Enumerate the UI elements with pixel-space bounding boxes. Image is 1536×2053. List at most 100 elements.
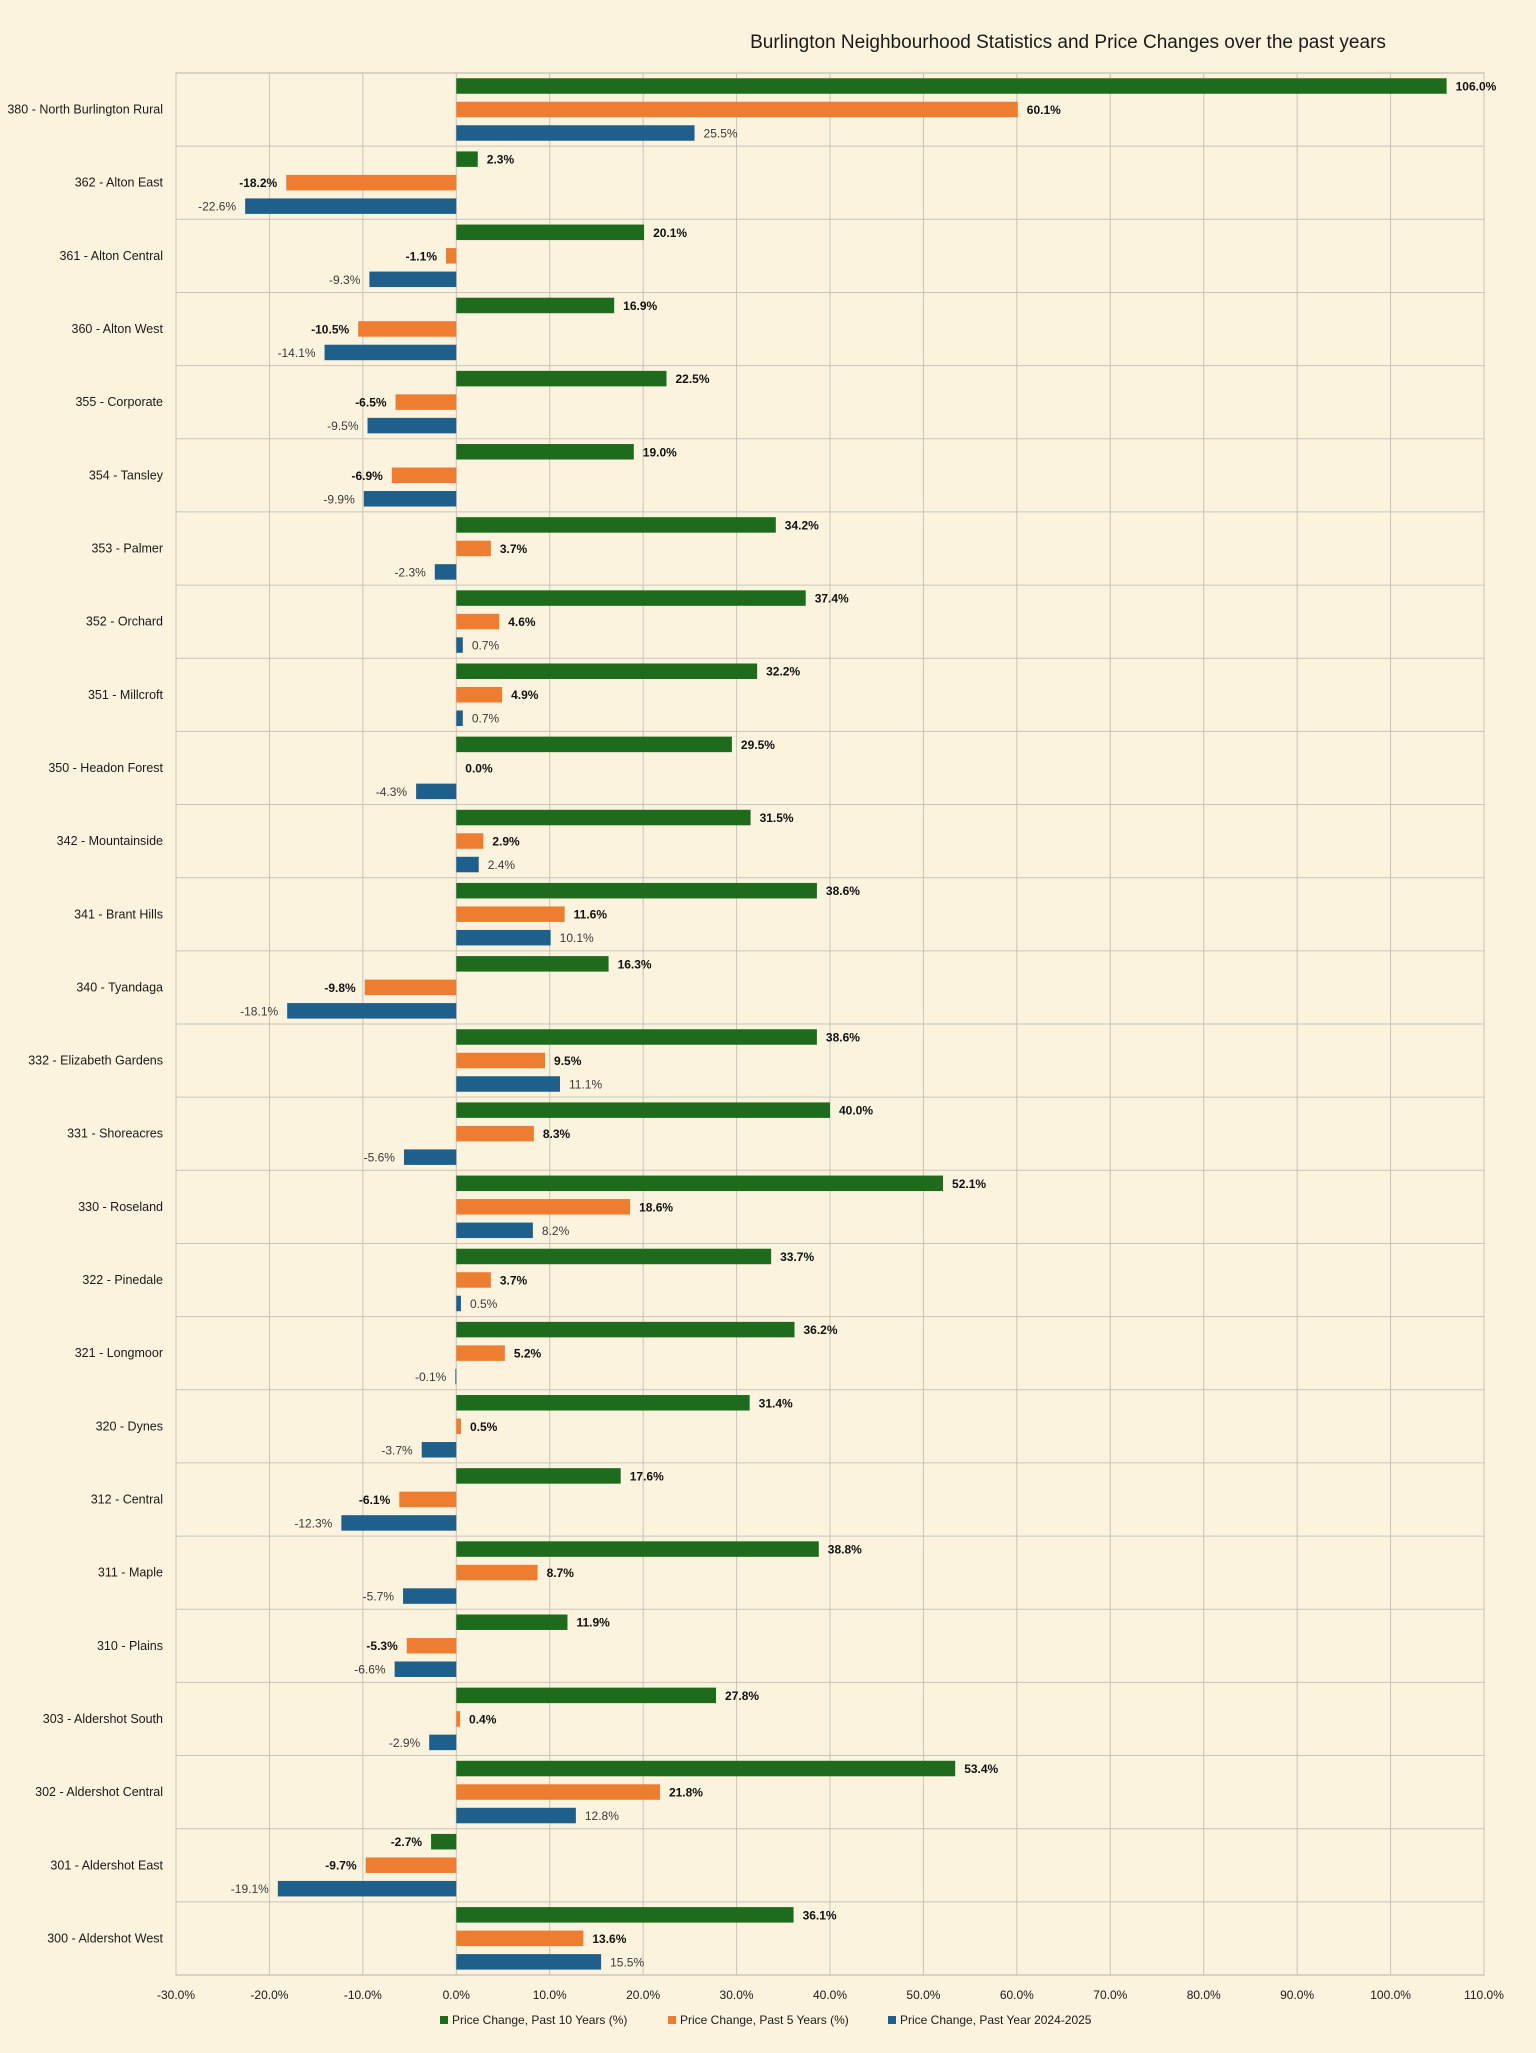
- legend-label: Price Change, Past Year 2024-2025: [900, 2013, 1092, 2027]
- data-label: 0.7%: [472, 712, 500, 726]
- data-label: -3.7%: [381, 1443, 413, 1457]
- category-label: 352 - Orchard: [86, 615, 163, 629]
- bar: [456, 1954, 602, 1970]
- category-label: 302 - Aldershot Central: [35, 1785, 163, 1799]
- bar: [456, 1614, 568, 1630]
- chart-title: Burlington Neighbourhood Statistics and …: [750, 32, 1386, 53]
- data-label: -2.7%: [391, 1835, 423, 1849]
- data-label: 31.5%: [760, 811, 794, 825]
- bar: [456, 663, 758, 679]
- data-label: -2.9%: [389, 1736, 421, 1750]
- bar: [391, 467, 457, 484]
- data-label: 11.1%: [569, 1078, 602, 1092]
- bar: [456, 1541, 819, 1557]
- data-label: 4.6%: [508, 615, 536, 629]
- category-label: 312 - Central: [91, 1493, 163, 1507]
- bar: [456, 1052, 546, 1069]
- data-label: 33.7%: [780, 1250, 814, 1264]
- bar: [456, 686, 503, 703]
- data-label: 8.2%: [542, 1224, 570, 1238]
- bar: [364, 979, 457, 996]
- bar: [277, 1880, 457, 1897]
- data-label: 8.7%: [547, 1566, 575, 1580]
- bar: [456, 78, 1447, 94]
- data-label: -6.6%: [354, 1663, 386, 1677]
- bar: [456, 1125, 534, 1142]
- category-label: 340 - Tyandaga: [76, 980, 163, 994]
- data-label: -9.9%: [323, 492, 355, 506]
- data-label: 106.0%: [1456, 80, 1497, 94]
- bar: [456, 906, 565, 922]
- bar: [456, 1395, 750, 1411]
- legend-label: Price Change, Past 10 Years (%): [452, 2013, 627, 2027]
- data-label: 60.1%: [1027, 103, 1061, 117]
- bar: [456, 1029, 817, 1045]
- data-label: -19.1%: [231, 1882, 269, 1896]
- data-label: -9.7%: [325, 1859, 357, 1873]
- category-label: 362 - Alton East: [75, 176, 164, 190]
- x-tick-label: 70.0%: [1093, 1988, 1127, 2002]
- category-label: 350 - Headon Forest: [48, 761, 163, 775]
- bar: [341, 1515, 457, 1531]
- category-label: 310 - Plains: [97, 1639, 163, 1653]
- data-label: -1.1%: [406, 249, 438, 263]
- data-label: 40.0%: [839, 1104, 873, 1118]
- data-label: 11.9%: [576, 1616, 610, 1630]
- x-tick-label: -30.0%: [157, 1988, 195, 2002]
- legend-swatch: [668, 2016, 676, 2024]
- x-tick-label: 100.0%: [1370, 1988, 1411, 2002]
- bar: [456, 1784, 660, 1800]
- bar: [456, 517, 776, 533]
- bar: [287, 1003, 457, 1019]
- bar: [456, 710, 463, 726]
- data-label: 21.8%: [669, 1786, 703, 1800]
- bar: [456, 1102, 830, 1118]
- bar: [456, 1345, 505, 1361]
- bar: [456, 101, 1018, 118]
- bar: [456, 1272, 491, 1288]
- data-label: 0.5%: [470, 1420, 498, 1434]
- data-label: 38.8%: [828, 1543, 862, 1557]
- bar: [456, 224, 645, 241]
- data-label: -6.1%: [359, 1493, 391, 1507]
- bar: [358, 321, 457, 337]
- data-label: 2.3%: [487, 153, 515, 167]
- bar: [456, 540, 491, 557]
- bar: [456, 856, 479, 873]
- data-label: -10.5%: [311, 322, 349, 336]
- bar: [403, 1588, 457, 1604]
- bar: [456, 1076, 560, 1092]
- bar: [434, 564, 457, 580]
- bar: [456, 637, 463, 653]
- data-label: 22.5%: [676, 372, 710, 386]
- data-label: 3.7%: [500, 542, 528, 556]
- data-label: -6.5%: [355, 396, 387, 410]
- category-labels: 380 - North Burlington Rural 362 - Alton …: [7, 103, 163, 1946]
- bar: [395, 394, 457, 410]
- category-label: 320 - Dynes: [96, 1419, 163, 1433]
- data-label: 0.5%: [470, 1297, 498, 1311]
- bar: [456, 297, 615, 314]
- x-tick-label: 80.0%: [1187, 1988, 1221, 2002]
- data-label: -4.3%: [376, 785, 408, 799]
- x-tick-label: 110.0%: [1464, 1988, 1504, 2002]
- bar: [416, 783, 457, 800]
- data-label: 37.4%: [815, 592, 849, 606]
- bar: [456, 956, 609, 972]
- legend: Price Change, Past 10 Years (%) Price Cha…: [440, 2013, 1092, 2027]
- data-label: 36.2%: [803, 1323, 837, 1337]
- data-label: 20.1%: [653, 226, 687, 240]
- data-label: -22.6%: [198, 200, 236, 214]
- data-label: 38.6%: [826, 1031, 860, 1045]
- data-label: 17.6%: [630, 1469, 664, 1483]
- data-label: 53.4%: [964, 1762, 998, 1776]
- bar: [456, 370, 667, 387]
- legend-label: Price Change, Past 5 Years (%): [680, 2013, 849, 2027]
- bar: [421, 1442, 457, 1458]
- bar: [403, 1149, 457, 1165]
- x-tick-label: 10.0%: [533, 1988, 567, 2002]
- category-label: 342 - Mountainside: [57, 834, 163, 848]
- category-label: 354 - Tansley: [89, 468, 164, 482]
- category-label: 311 - Maple: [98, 1566, 163, 1580]
- bar: [399, 1491, 457, 1508]
